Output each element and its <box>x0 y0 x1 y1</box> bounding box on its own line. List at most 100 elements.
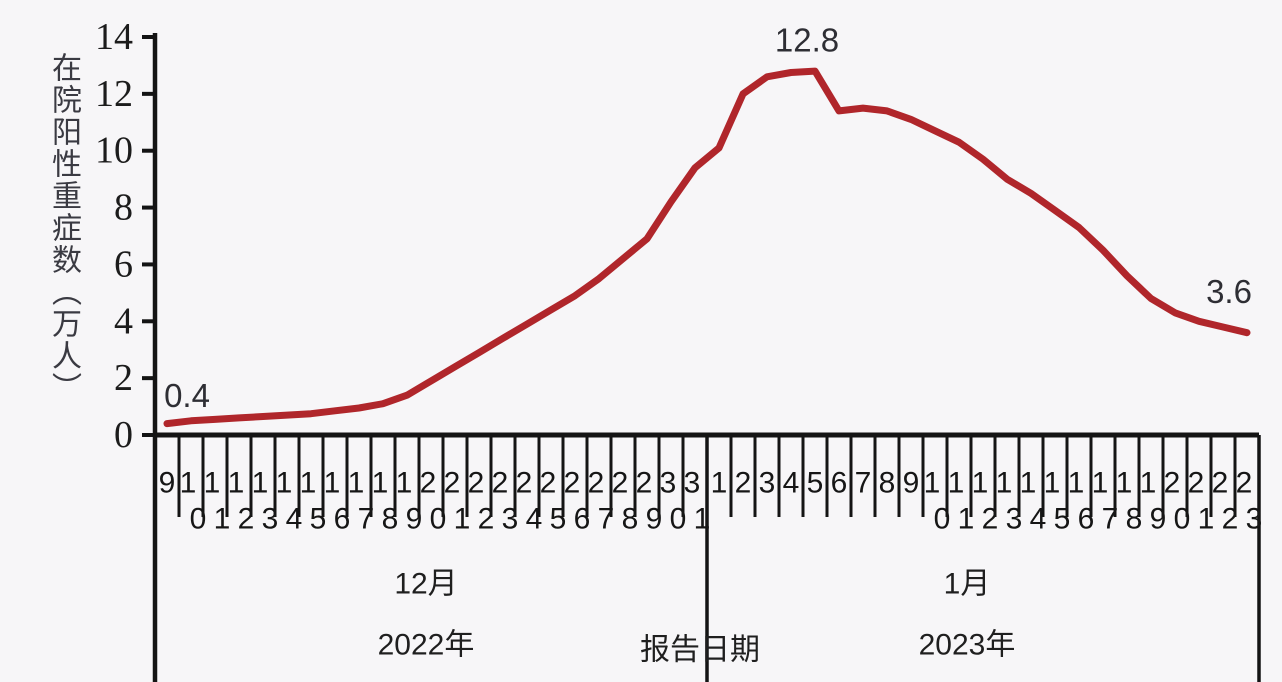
y-tick-label: 4 <box>114 300 133 342</box>
day-label-units: 3 <box>262 503 279 536</box>
data-label: 0.4 <box>164 377 210 414</box>
day-label-units: 4 <box>286 503 303 536</box>
day-label-units: 1 <box>214 503 231 536</box>
day-label-tens: 2 <box>420 467 437 500</box>
day-label-units: 1 <box>454 503 471 536</box>
day-label-tens: 2 <box>564 467 581 500</box>
day-label-units: 9 <box>646 503 663 536</box>
day-label: 7 <box>855 467 872 500</box>
year-label-0: 2022年 <box>378 629 475 662</box>
x-axis-title: 报告日期 <box>640 634 760 667</box>
day-label-units: 8 <box>382 503 399 536</box>
day-label-units: 4 <box>526 503 543 536</box>
day-label-units: 3 <box>502 503 519 536</box>
day-label-tens: 1 <box>948 467 965 500</box>
day-label-tens: 2 <box>1164 467 1181 500</box>
day-label-units: 5 <box>550 503 567 536</box>
day-label-tens: 1 <box>228 467 245 500</box>
day-label-units: 9 <box>406 503 423 536</box>
data-label: 3.6 <box>1206 273 1252 310</box>
day-label-units: 1 <box>1198 503 1215 536</box>
day-label: 9 <box>903 467 920 500</box>
y-axis-title: 在院阳性重症数（万人） <box>47 52 80 404</box>
day-label-units: 8 <box>622 503 639 536</box>
day-label: 5 <box>807 467 824 500</box>
data-label: 12.8 <box>775 22 839 59</box>
day-label-tens: 2 <box>540 467 557 500</box>
day-label-tens: 1 <box>372 467 389 500</box>
day-label-units: 3 <box>1246 503 1263 536</box>
day-label-units: 6 <box>574 503 591 536</box>
day-label-units: 9 <box>1150 503 1167 536</box>
day-label-tens: 2 <box>612 467 629 500</box>
y-tick-label: 12 <box>95 73 133 115</box>
day-label-tens: 2 <box>468 467 485 500</box>
day-label-tens: 1 <box>300 467 317 500</box>
day-label-tens: 1 <box>252 467 269 500</box>
day-label-units: 1 <box>958 503 975 536</box>
day-label-units: 6 <box>334 503 351 536</box>
day-label-tens: 1 <box>324 467 341 500</box>
day-label-tens: 3 <box>660 467 677 500</box>
day-label-tens: 1 <box>204 467 221 500</box>
y-tick-label: 6 <box>114 243 133 285</box>
day-label-tens: 2 <box>1188 467 1205 500</box>
day-label-tens: 1 <box>1044 467 1061 500</box>
day-label-units: 0 <box>934 503 951 536</box>
y-tick-label: 14 <box>95 16 133 58</box>
day-label-units: 2 <box>982 503 999 536</box>
day-label-tens: 2 <box>1236 467 1253 500</box>
day-label-units: 0 <box>670 503 687 536</box>
day-label-units: 7 <box>598 503 615 536</box>
day-label-tens: 1 <box>1092 467 1109 500</box>
y-tick-label: 10 <box>95 130 133 172</box>
day-label-tens: 1 <box>348 467 365 500</box>
day-label-tens: 1 <box>1020 467 1037 500</box>
day-label-units: 6 <box>1078 503 1095 536</box>
day-label-tens: 1 <box>996 467 1013 500</box>
day-label-tens: 2 <box>516 467 533 500</box>
day-label: 3 <box>759 467 776 500</box>
day-label-tens: 1 <box>1140 467 1157 500</box>
day-label: 6 <box>831 467 848 500</box>
day-label: 4 <box>783 467 800 500</box>
day-label-tens: 2 <box>588 467 605 500</box>
month-label-0: 12月 <box>394 568 457 601</box>
month-label-1: 1月 <box>944 568 991 601</box>
day-label-units: 2 <box>478 503 495 536</box>
day-label-units: 2 <box>238 503 255 536</box>
day-label-tens: 1 <box>180 467 197 500</box>
day-label-units: 5 <box>1054 503 1071 536</box>
day-label-tens: 2 <box>492 467 509 500</box>
day-label: 1 <box>711 467 728 500</box>
day-label-units: 1 <box>694 503 711 536</box>
day-label-units: 3 <box>1006 503 1023 536</box>
day-label: 8 <box>879 467 896 500</box>
day-label-units: 2 <box>1222 503 1239 536</box>
day-label: 2 <box>735 467 752 500</box>
y-tick-label: 2 <box>114 357 133 399</box>
day-label-units: 0 <box>190 503 207 536</box>
day-label-units: 7 <box>358 503 375 536</box>
day-label-tens: 1 <box>396 467 413 500</box>
day-label-tens: 2 <box>636 467 653 500</box>
day-label: 9 <box>159 467 176 500</box>
day-label-tens: 1 <box>1116 467 1133 500</box>
y-tick-label: 8 <box>114 187 133 229</box>
day-label-units: 0 <box>1174 503 1191 536</box>
day-label-units: 8 <box>1126 503 1143 536</box>
day-label-tens: 2 <box>1212 467 1229 500</box>
day-label-units: 7 <box>1102 503 1119 536</box>
day-label-tens: 1 <box>1068 467 1085 500</box>
day-label-tens: 2 <box>444 467 461 500</box>
year-label-1: 2023年 <box>919 629 1016 662</box>
severe-cases-line <box>163 67 1251 428</box>
day-label-units: 4 <box>1030 503 1047 536</box>
day-label-tens: 3 <box>684 467 701 500</box>
day-label-tens: 1 <box>924 467 941 500</box>
day-label-units: 5 <box>310 503 327 536</box>
y-tick-label: 0 <box>114 414 133 456</box>
day-label-tens: 1 <box>972 467 989 500</box>
